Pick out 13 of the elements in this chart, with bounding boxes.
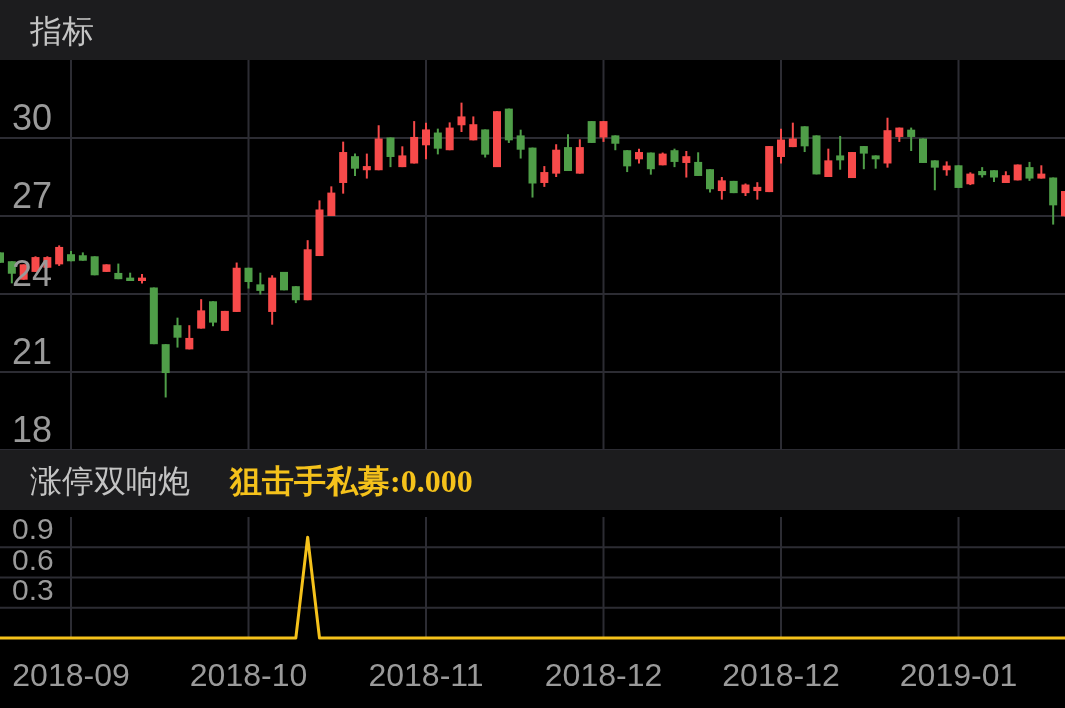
text: 狙击手私募:0.000 <box>229 463 473 499</box>
y-tick-label: 21 <box>12 331 53 372</box>
x-tick-label: 2018-09 <box>12 657 130 693</box>
y-tick-label: 30 <box>12 97 53 138</box>
y-tick-label: 27 <box>12 175 53 216</box>
y-tick-label: 18 <box>12 409 53 450</box>
chart-title: 涨停双响炮 <box>30 463 190 499</box>
x-tick-label: 2018-12 <box>722 657 840 693</box>
chart-title: 指标 <box>29 13 94 49</box>
x-tick-label: 2019-01 <box>899 657 1018 693</box>
x-tick-label: 2018-12 <box>544 657 663 693</box>
x-tick-label: 2018-10 <box>189 657 308 693</box>
x-tick-label: 2018-11 <box>368 657 484 693</box>
